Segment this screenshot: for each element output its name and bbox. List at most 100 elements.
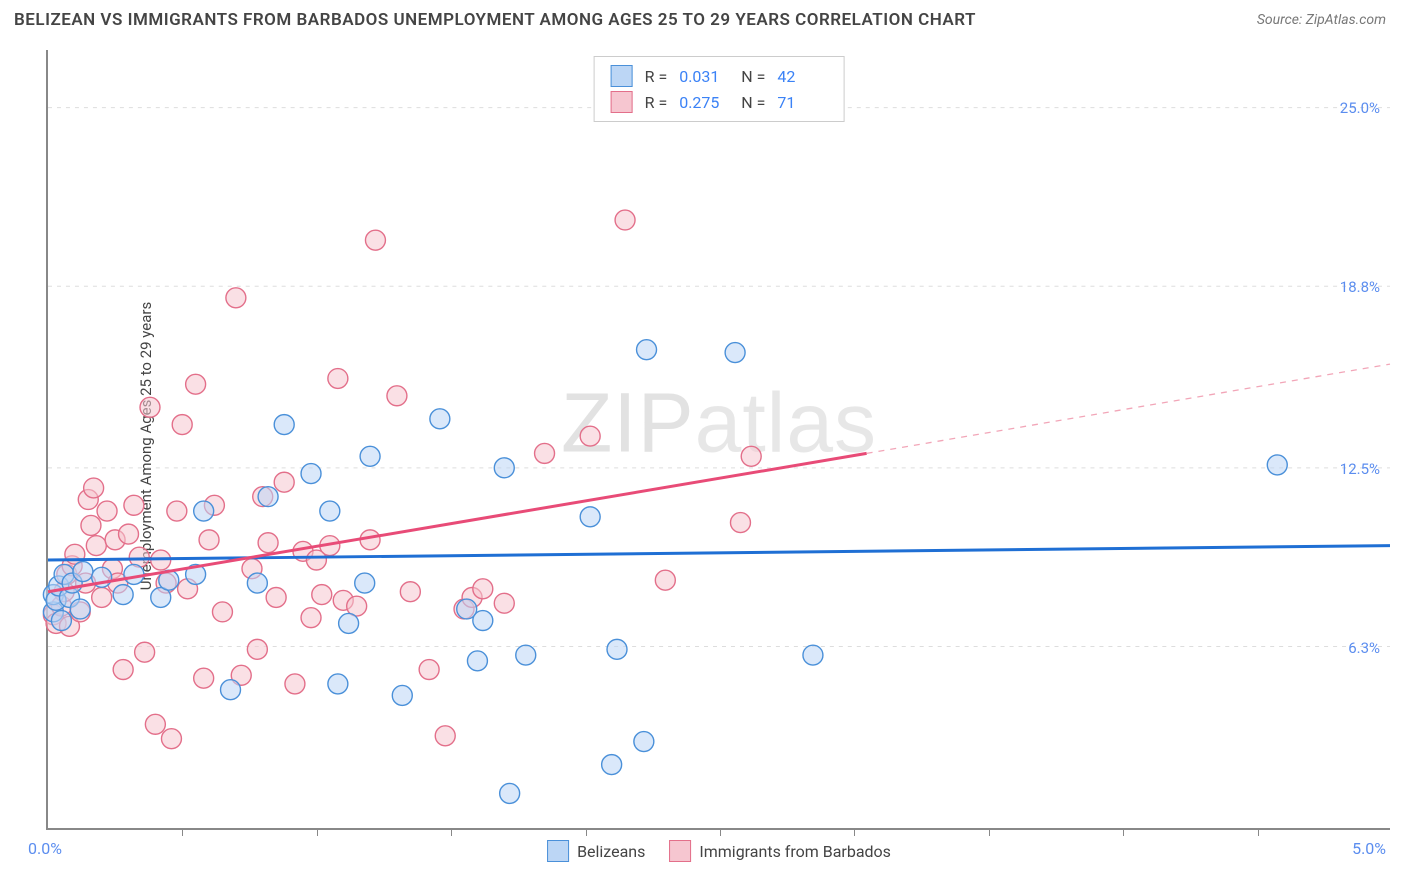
data-point-barbados [124, 495, 144, 515]
data-point-barbados [419, 660, 439, 680]
x-axis-max-label: 5.0% [1352, 839, 1386, 858]
data-point-belizeans [637, 340, 657, 360]
data-point-belizeans [494, 458, 514, 478]
data-point-belizeans [430, 409, 450, 429]
legend-swatch [669, 840, 691, 862]
data-point-barbados [741, 446, 761, 466]
data-point-belizeans [580, 507, 600, 527]
data-point-barbados [145, 714, 165, 734]
x-tick [1123, 828, 1124, 836]
data-point-barbados [312, 585, 332, 605]
x-tick [1258, 828, 1259, 836]
x-axis-min-label: 0.0% [28, 839, 62, 858]
data-point-barbados [172, 415, 192, 435]
stats-row: R = 0.031 N = 42 [611, 63, 828, 89]
data-point-barbados [266, 588, 286, 608]
data-point-belizeans [124, 564, 144, 584]
data-point-barbados [285, 674, 305, 694]
x-tick [989, 828, 990, 836]
data-point-belizeans [602, 755, 622, 775]
legend-item: Belizeans [547, 840, 645, 862]
data-point-barbados [84, 478, 104, 498]
data-point-belizeans [221, 680, 241, 700]
data-point-belizeans [634, 732, 654, 752]
data-point-barbados [730, 513, 750, 533]
data-point-belizeans [258, 487, 278, 507]
data-point-belizeans [607, 639, 627, 659]
data-point-barbados [435, 726, 455, 746]
data-point-barbados [274, 472, 294, 492]
data-point-belizeans [725, 343, 745, 363]
n-value: 42 [777, 67, 827, 86]
x-tick [720, 828, 721, 836]
data-point-barbados [86, 536, 106, 556]
chart-area: ZIPatlas 6.3%12.5%18.8%25.0% 0.0% 5.0% R… [46, 50, 1390, 830]
x-tick [317, 828, 318, 836]
y-tick-label: 18.8% [1340, 278, 1380, 296]
data-point-barbados [387, 386, 407, 406]
data-point-barbados [615, 210, 635, 230]
data-point-barbados [113, 660, 133, 680]
plot-svg [48, 50, 1390, 828]
r-label: R = [645, 93, 668, 112]
chart-title: BELIZEAN VS IMMIGRANTS FROM BARBADOS UNE… [14, 10, 976, 30]
n-label: N = [741, 93, 765, 112]
data-point-barbados [247, 639, 267, 659]
data-point-belizeans [355, 573, 375, 593]
data-point-barbados [119, 524, 139, 544]
data-point-barbados [194, 668, 214, 688]
legend-label: Belizeans [577, 842, 645, 861]
x-tick [182, 828, 183, 836]
data-point-belizeans [113, 585, 133, 605]
data-point-barbados [97, 501, 117, 521]
data-point-barbados [328, 369, 348, 389]
data-point-belizeans [194, 501, 214, 521]
data-point-barbados [301, 608, 321, 628]
x-tick [586, 828, 587, 836]
data-point-belizeans [473, 611, 493, 631]
data-point-barbados [580, 426, 600, 446]
data-point-belizeans [360, 446, 380, 466]
r-value: 0.275 [679, 93, 729, 112]
data-point-belizeans [247, 573, 267, 593]
data-point-barbados [140, 397, 160, 417]
n-label: N = [741, 67, 765, 86]
data-point-belizeans [339, 613, 359, 633]
data-point-barbados [199, 530, 219, 550]
legend-item: Immigrants from Barbados [669, 840, 891, 862]
data-point-barbados [186, 374, 206, 394]
x-tick [451, 828, 452, 836]
stats-row: R =0.275N =71 [611, 89, 828, 115]
source-label: Source: ZipAtlas.com [1257, 12, 1386, 28]
legend-label: Immigrants from Barbados [699, 842, 891, 861]
data-point-barbados [81, 515, 101, 535]
data-point-barbados [655, 570, 675, 590]
data-point-barbados [473, 579, 493, 599]
data-point-belizeans [803, 645, 823, 665]
legend-swatch [547, 840, 569, 862]
data-point-belizeans [51, 611, 71, 631]
data-point-belizeans [392, 685, 412, 705]
data-point-belizeans [73, 562, 93, 582]
y-tick-label: 6.3% [1348, 639, 1380, 657]
data-point-belizeans [1267, 455, 1287, 475]
legend-swatch [611, 91, 633, 113]
data-point-barbados [226, 288, 246, 308]
r-label: R = [645, 67, 668, 86]
y-tick-label: 25.0% [1340, 99, 1380, 117]
data-point-barbados [494, 593, 514, 613]
data-point-belizeans [516, 645, 536, 665]
data-point-barbados [135, 642, 155, 662]
data-point-belizeans [320, 501, 340, 521]
data-point-barbados [161, 729, 181, 749]
data-point-belizeans [70, 599, 90, 619]
trend-line-ext-barbados [867, 364, 1390, 453]
data-point-barbados [365, 230, 385, 250]
legend-swatch [611, 65, 633, 87]
data-point-belizeans [301, 464, 321, 484]
data-point-barbados [535, 443, 555, 463]
data-point-barbados [167, 501, 187, 521]
stats-box: R =0.031N =42R =0.275N =71 [594, 56, 845, 122]
r-value: 0.031 [679, 67, 729, 86]
data-point-belizeans [274, 415, 294, 435]
